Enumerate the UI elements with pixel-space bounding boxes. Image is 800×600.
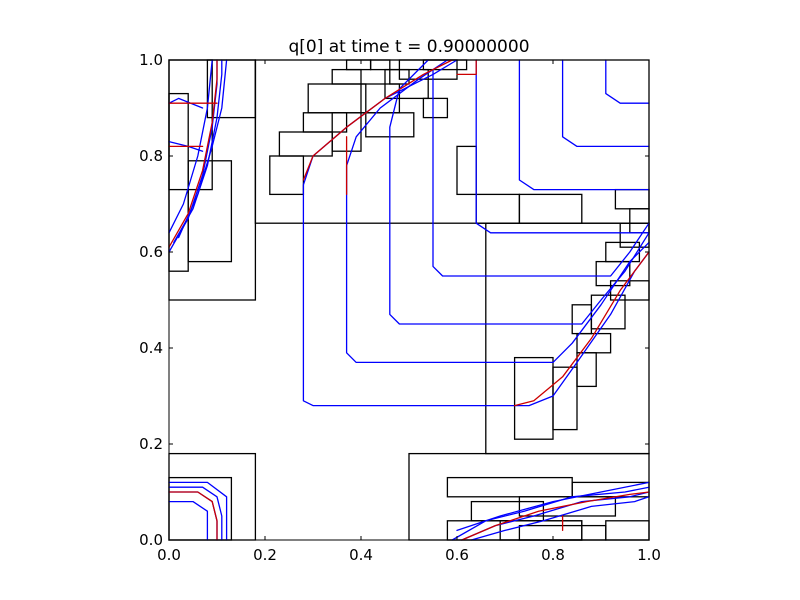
contour-line — [168, 491, 218, 541]
contour-line — [456, 481, 650, 532]
x-tick-label: 0.4 — [349, 546, 373, 564]
amr-patch — [605, 520, 650, 541]
x-tick-label: 0.0 — [157, 546, 181, 564]
amr-patch — [422, 97, 449, 119]
contour-line — [168, 97, 204, 109]
y-tick-label: 0.0 — [139, 531, 163, 549]
amr-patch — [168, 452, 257, 541]
contour-line — [389, 59, 650, 325]
amr-patch — [552, 366, 578, 431]
front-line — [456, 59, 477, 76]
amr-patch — [456, 145, 477, 196]
x-tick-label: 0.2 — [253, 546, 277, 564]
amr-patch — [302, 112, 348, 133]
chart-title: q[0] at time t = 0.90000000 — [288, 37, 529, 57]
amr-patch — [187, 160, 233, 263]
front-line — [302, 59, 453, 181]
amr-patch — [345, 59, 372, 71]
amr-patch — [470, 500, 545, 522]
front-line — [513, 251, 650, 407]
contour-line — [168, 481, 228, 541]
contour-line — [177, 59, 228, 239]
contour-line — [345, 59, 650, 364]
front-line — [168, 59, 218, 248]
front-line — [168, 491, 218, 541]
amr-patch — [369, 59, 391, 71]
amr-patch — [389, 68, 410, 85]
amr-patch — [518, 193, 583, 224]
amr-patch — [571, 304, 593, 335]
tick-layer: 0.0 0.2 0.4 0.6 0.8 1.0 0.0 0.2 0.4 0.6 0.8 1.0 — [139, 51, 661, 564]
amr-patch — [269, 155, 305, 196]
y-tick-label: 0.8 — [139, 147, 163, 165]
y-tick-label: 1.0 — [139, 51, 163, 69]
amr-patch — [168, 92, 189, 272]
x-tick-label: 0.6 — [445, 546, 469, 564]
amr-patch — [278, 131, 333, 157]
x-tick-label: 0.8 — [541, 546, 565, 564]
y-tick-label: 0.4 — [139, 339, 163, 357]
contour-line — [173, 59, 223, 244]
amr-patch — [629, 208, 650, 234]
contour-line — [168, 500, 209, 541]
amr-patch — [499, 520, 583, 541]
y-tick-label: 0.6 — [139, 243, 163, 261]
contour-line — [605, 59, 650, 104]
contour-line — [168, 59, 213, 234]
amr-patch — [619, 222, 650, 248]
contour-line — [518, 59, 650, 191]
amr-patch — [475, 193, 521, 224]
contour-line — [475, 59, 650, 234]
y-tick-label: 0.2 — [139, 435, 163, 453]
contour-line — [561, 59, 650, 148]
contour-line — [451, 486, 650, 541]
patch-layer — [168, 59, 650, 541]
contour-line — [432, 68, 650, 277]
front-layer — [168, 59, 650, 541]
amr-patch — [614, 188, 650, 210]
amr-patch — [307, 83, 367, 114]
amr-patch — [331, 68, 362, 85]
amr-patch — [446, 476, 573, 498]
x-tick-label: 1.0 — [637, 546, 661, 564]
front-line — [461, 491, 650, 541]
contour-line — [470, 496, 650, 541]
contour-line — [168, 486, 223, 541]
axes-frame — [168, 59, 650, 541]
